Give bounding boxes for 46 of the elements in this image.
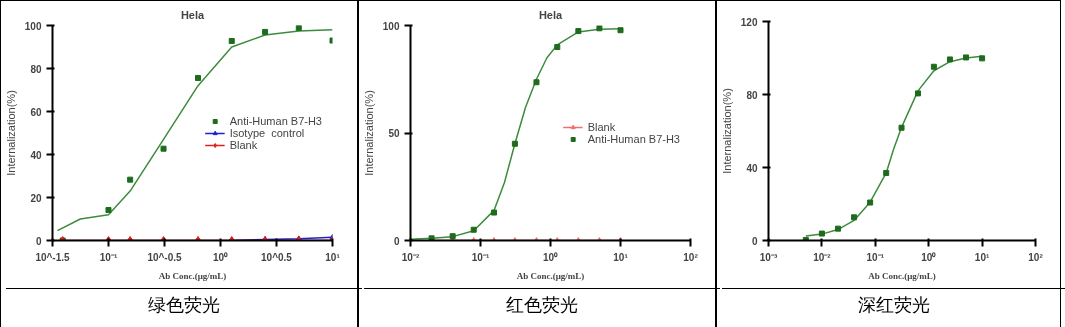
y-tick-label: 40 [30, 149, 42, 161]
x-axis-title: Ab Conc.(μg/mL) [868, 270, 936, 281]
legend-label: Blank [229, 138, 258, 151]
y-tick-label: 100 [382, 20, 400, 32]
x-tick-label: 10¹ [325, 251, 341, 263]
y-tick-label: 120 [740, 16, 758, 28]
x-tick-label: 10⁻³ [759, 251, 778, 263]
x-tick-label: 10^-0.5 [147, 251, 183, 263]
legend-label: Anti-Human B7-H3 [587, 132, 680, 145]
text: 红色荧光 [506, 294, 578, 317]
x-tick-label: 10⁰ [542, 251, 559, 263]
legend-label: Blank [587, 120, 616, 133]
legend-label: Isotype control [229, 126, 305, 139]
x-tick-label: 10² [683, 251, 699, 263]
x-axis-title: Ab Conc.(μg/mL) [516, 270, 585, 281]
x-tick-label: 10^0.5 [261, 251, 293, 263]
x-tick-label: 10^-1.5 [35, 251, 71, 263]
y-axis-title: Internalization(%) [362, 90, 375, 176]
y-tick-label: 20 [30, 192, 42, 204]
x-tick-label: 10⁻¹ [99, 251, 118, 263]
text: 绿色荧光 [148, 294, 220, 317]
y-tick-label: 0 [393, 235, 400, 247]
x-tick-label: 10⁰ [212, 251, 229, 263]
y-tick-label: 100 [24, 20, 42, 32]
y-tick-label: 40 [746, 162, 758, 174]
legend-label: Anti-Human B7-H3 [229, 114, 322, 127]
x-tick-label: 10¹ [974, 251, 990, 263]
y-tick-label: 0 [751, 235, 758, 247]
x-tick-label: 10⁻¹ [471, 251, 490, 263]
y-axis-title: Internalization(%) [720, 88, 733, 174]
chart-title: Hela [538, 8, 563, 21]
chart-title: Hela [180, 8, 205, 21]
x-tick-label: 10⁻² [813, 251, 832, 263]
x-tick-label: 10¹ [613, 251, 629, 263]
x-axis-title: Ab Conc.(μg/mL) [158, 270, 227, 281]
x-tick-label: 10⁰ [921, 251, 937, 263]
y-tick-label: 60 [30, 106, 42, 118]
y-tick-label: 50 [388, 128, 400, 139]
y-tick-label: 80 [30, 63, 42, 75]
x-tick-label: 10⁻² [401, 251, 420, 263]
x-tick-label: 10² [1028, 251, 1044, 263]
x-tick-label: 10⁻¹ [866, 251, 885, 263]
text: 深红荧光 [857, 294, 930, 317]
y-axis-title: Internalization(%) [4, 90, 17, 176]
y-tick-label: 80 [746, 89, 758, 101]
y-tick-label: 0 [35, 235, 42, 247]
